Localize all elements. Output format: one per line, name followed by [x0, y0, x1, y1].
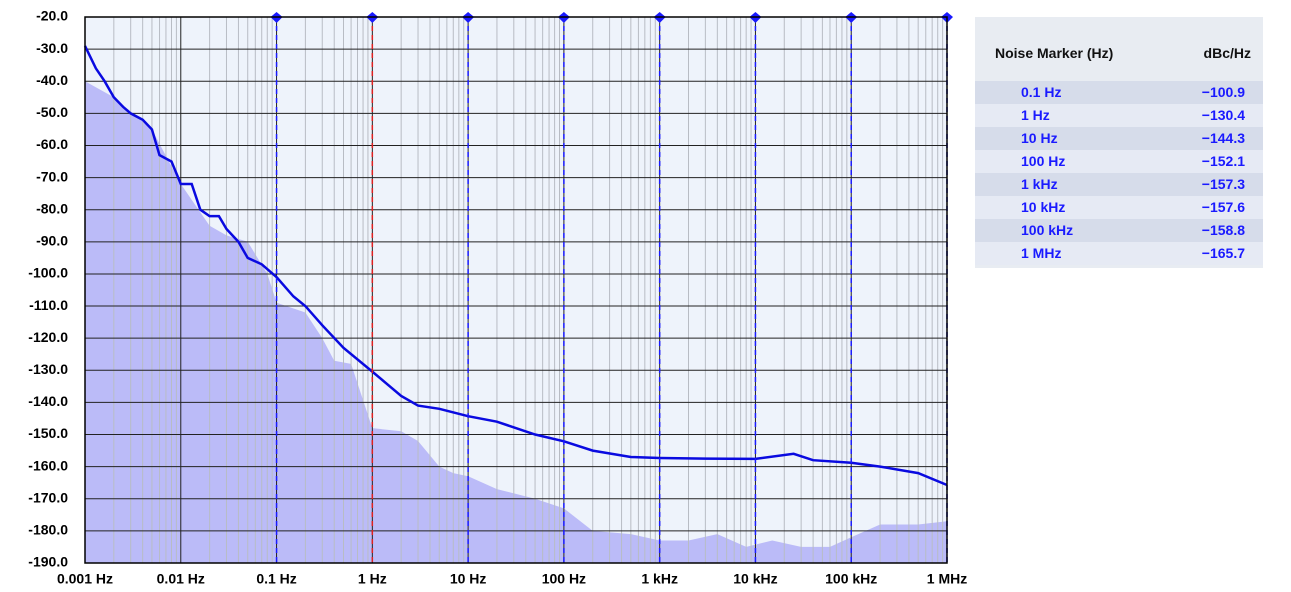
table-cell: −130.4	[1201, 107, 1245, 123]
y-tick-label: -30.0	[36, 40, 68, 56]
y-tick-label: -120.0	[28, 329, 68, 345]
y-tick-label: -100.0	[28, 265, 68, 281]
x-tick-label: 100 kHz	[825, 571, 877, 587]
noise-floor-area	[85, 81, 947, 563]
table-cell: 100 Hz	[1021, 153, 1066, 169]
x-tick-label: 0.01 Hz	[157, 571, 205, 587]
header-cell: dBc/Hz	[1203, 45, 1251, 61]
table-cell: 10 kHz	[1021, 199, 1066, 215]
table-cell: −157.6	[1201, 199, 1245, 215]
table-header: Noise Marker (Hz) dBc/Hz	[975, 17, 1263, 81]
y-tick-label: -160.0	[28, 457, 68, 473]
table-cell: 10 Hz	[1021, 130, 1058, 146]
table-row: 1 MHz −165.7	[975, 242, 1263, 265]
table-cell: 1 MHz	[1021, 245, 1062, 261]
table-cell: 0.1 Hz	[1021, 84, 1062, 100]
table-row: 100 kHz −158.8	[975, 219, 1263, 242]
y-tick-label: -70.0	[36, 168, 68, 184]
table-body: 0.1 Hz −100.9 1 Hz −130.4 10 Hz −144.3 100 Hz −…	[975, 81, 1263, 265]
x-tick-label: 1 kHz	[641, 571, 678, 587]
y-tick-label: -80.0	[36, 200, 68, 216]
x-tick-label: 0.001 Hz	[57, 571, 113, 587]
table-cell: −144.3	[1201, 130, 1245, 146]
chart: -20.0 -30.0 -40.0 -50.0 -60.0 -70.0 -80.0 -90.0…	[28, 8, 967, 587]
table-cell: −165.7	[1201, 245, 1245, 261]
x-tick-label: 10 kHz	[733, 571, 777, 587]
marker-table: Noise Marker (Hz) dBc/Hz 0.1 Hz −100.9 1 Hz…	[975, 17, 1263, 268]
x-tick-label: 10 Hz	[450, 571, 487, 587]
table-row: 10 kHz −157.6	[975, 196, 1263, 219]
table-cell: −157.3	[1201, 176, 1245, 192]
y-tick-label: -50.0	[36, 104, 68, 120]
table-row: 0.1 Hz −100.9	[975, 81, 1263, 104]
table-cell: −152.1	[1201, 153, 1245, 169]
y-tick-label: -190.0	[28, 554, 68, 570]
table-cell: −158.8	[1201, 222, 1245, 238]
table-cell: 1 Hz	[1021, 107, 1050, 123]
x-tick-label: 1 MHz	[927, 571, 967, 587]
table-cell: 1 kHz	[1021, 176, 1058, 192]
y-tick-label: -150.0	[28, 425, 68, 441]
noise-line	[83, 45, 948, 487]
y-tick-label: -20.0	[36, 8, 68, 24]
x-tick-label: 1 Hz	[358, 571, 387, 587]
y-tick-label: -40.0	[36, 72, 68, 88]
y-tick-label: -180.0	[28, 522, 68, 538]
table-row: 1 kHz −157.3	[975, 173, 1263, 196]
x-tick-label: 100 Hz	[542, 571, 586, 587]
table-cell: 100 kHz	[1021, 222, 1074, 238]
y-tick-label: -60.0	[36, 136, 68, 152]
y-tick-label: -140.0	[28, 393, 68, 409]
x-tick-label: 0.1 Hz	[256, 571, 296, 587]
plot-border	[84, 16, 948, 564]
y-tick-label: -110.0	[29, 297, 68, 313]
y-tick-label: -130.0	[28, 361, 68, 377]
table-row: 1 Hz −130.4	[975, 104, 1263, 127]
y-tick-label: -170.0	[28, 489, 68, 505]
header-cell: Noise Marker (Hz)	[995, 45, 1114, 61]
table-cell: −100.9	[1201, 84, 1245, 100]
table-row: 100 Hz −152.1	[975, 150, 1263, 173]
y-tick-label: -90.0	[36, 233, 68, 249]
table-row: 10 Hz −144.3	[975, 127, 1263, 150]
